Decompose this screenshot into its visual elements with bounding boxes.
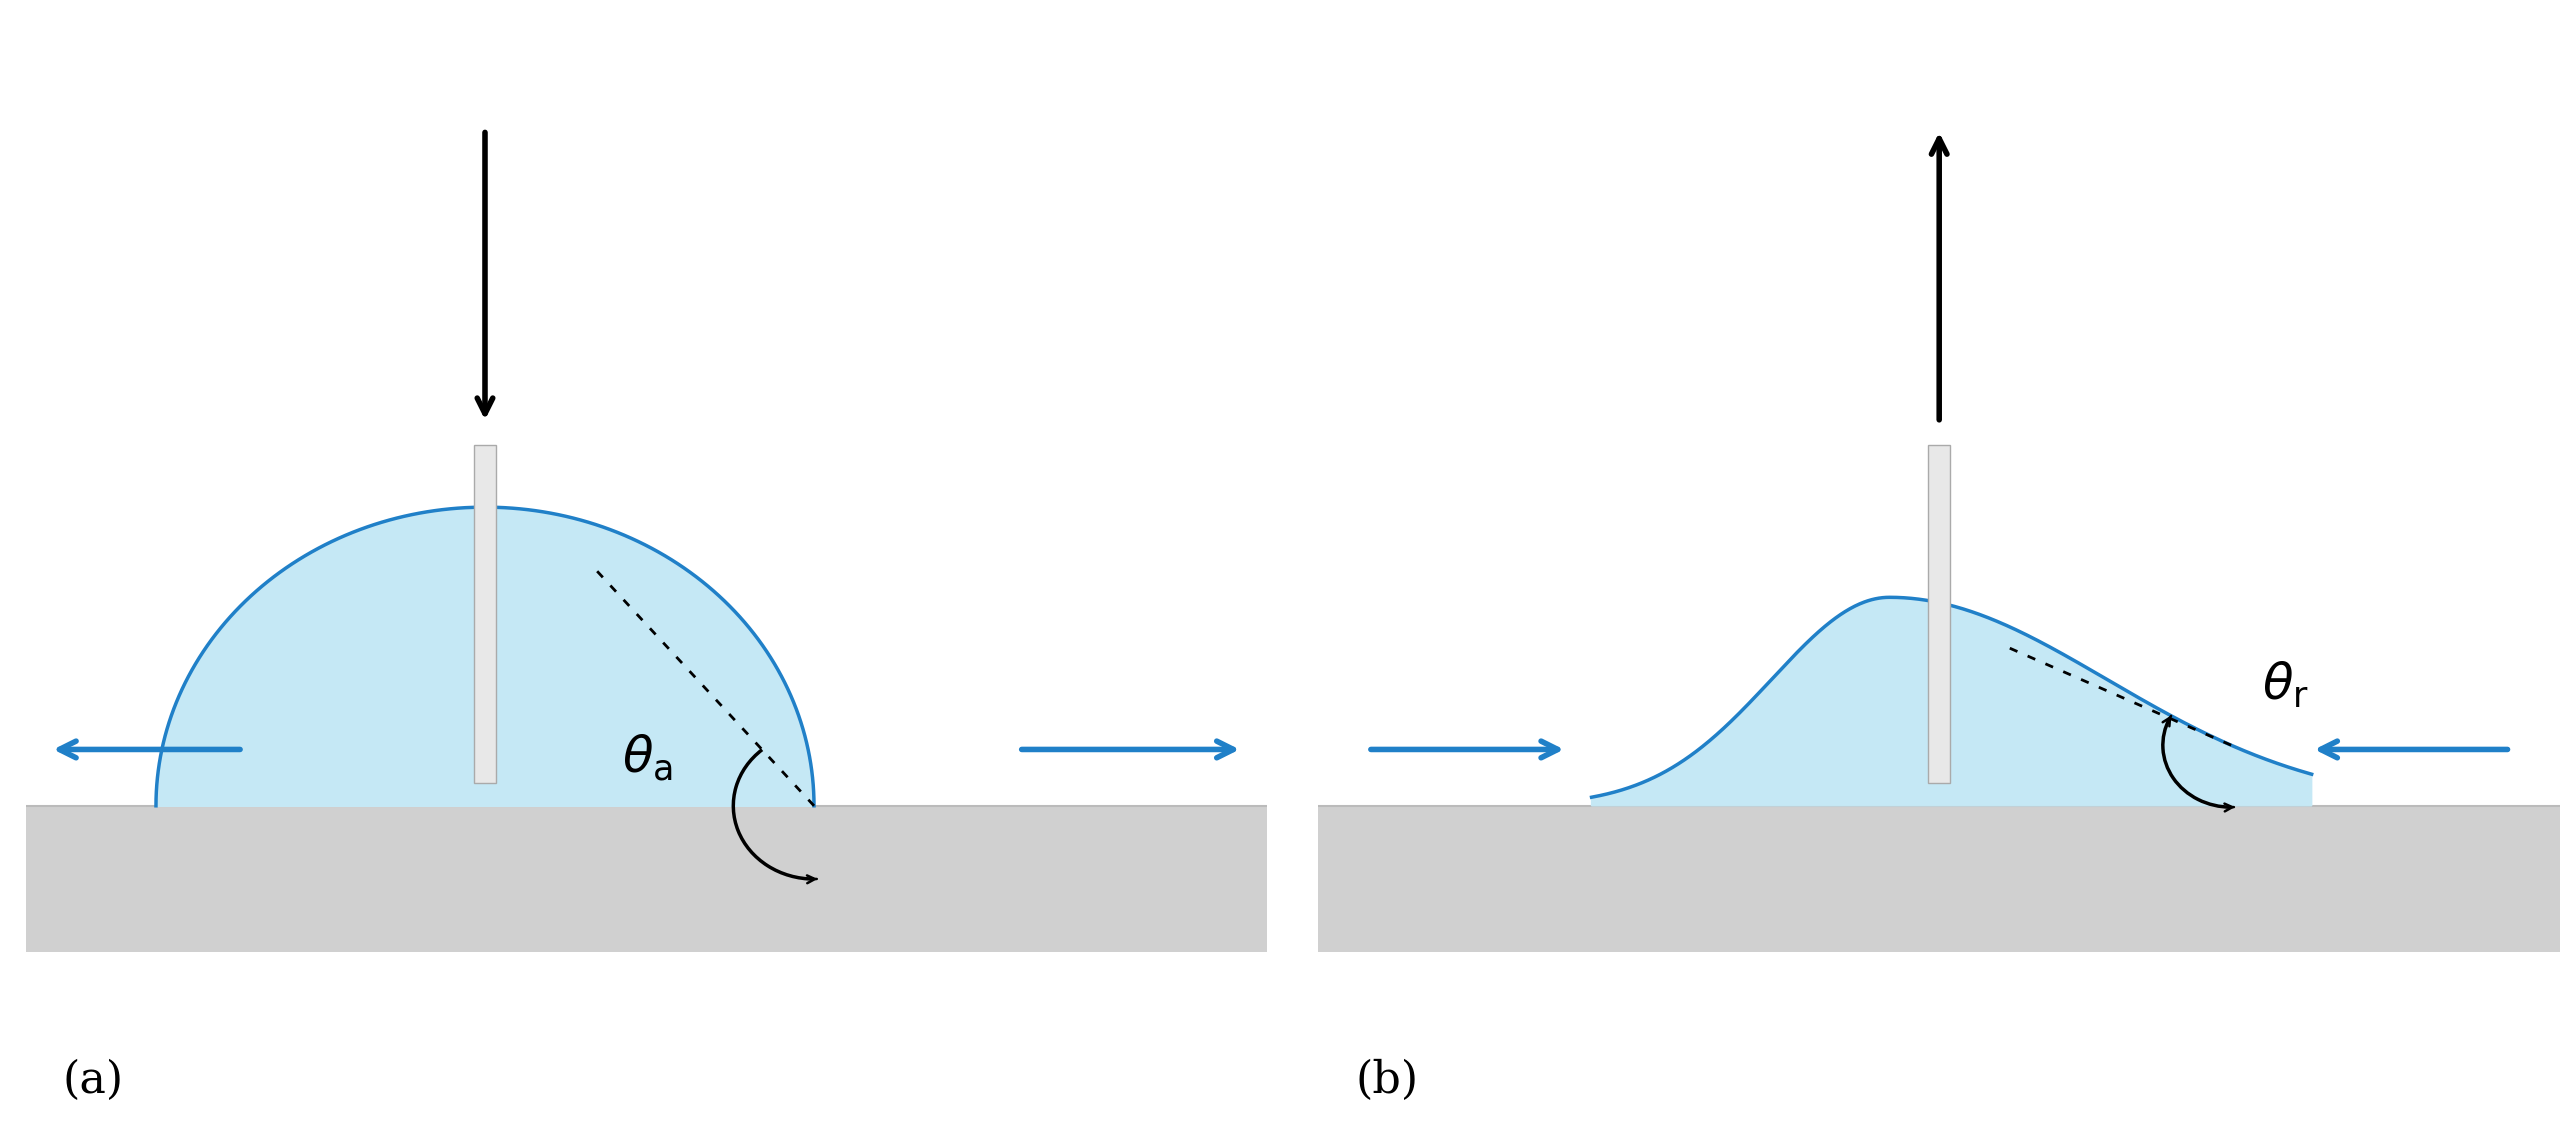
Bar <box>26 806 1267 952</box>
Polygon shape <box>1592 597 2312 806</box>
Text: (a): (a) <box>64 1059 123 1102</box>
Bar <box>474 445 497 783</box>
Text: $\theta_\mathrm{r}$: $\theta_\mathrm{r}$ <box>2263 662 2309 711</box>
Polygon shape <box>156 507 814 806</box>
Bar <box>1318 806 2560 952</box>
Text: $\theta_\mathrm{a}$: $\theta_\mathrm{a}$ <box>622 733 673 783</box>
Bar <box>1928 445 1951 783</box>
Text: (b): (b) <box>1357 1059 1418 1102</box>
